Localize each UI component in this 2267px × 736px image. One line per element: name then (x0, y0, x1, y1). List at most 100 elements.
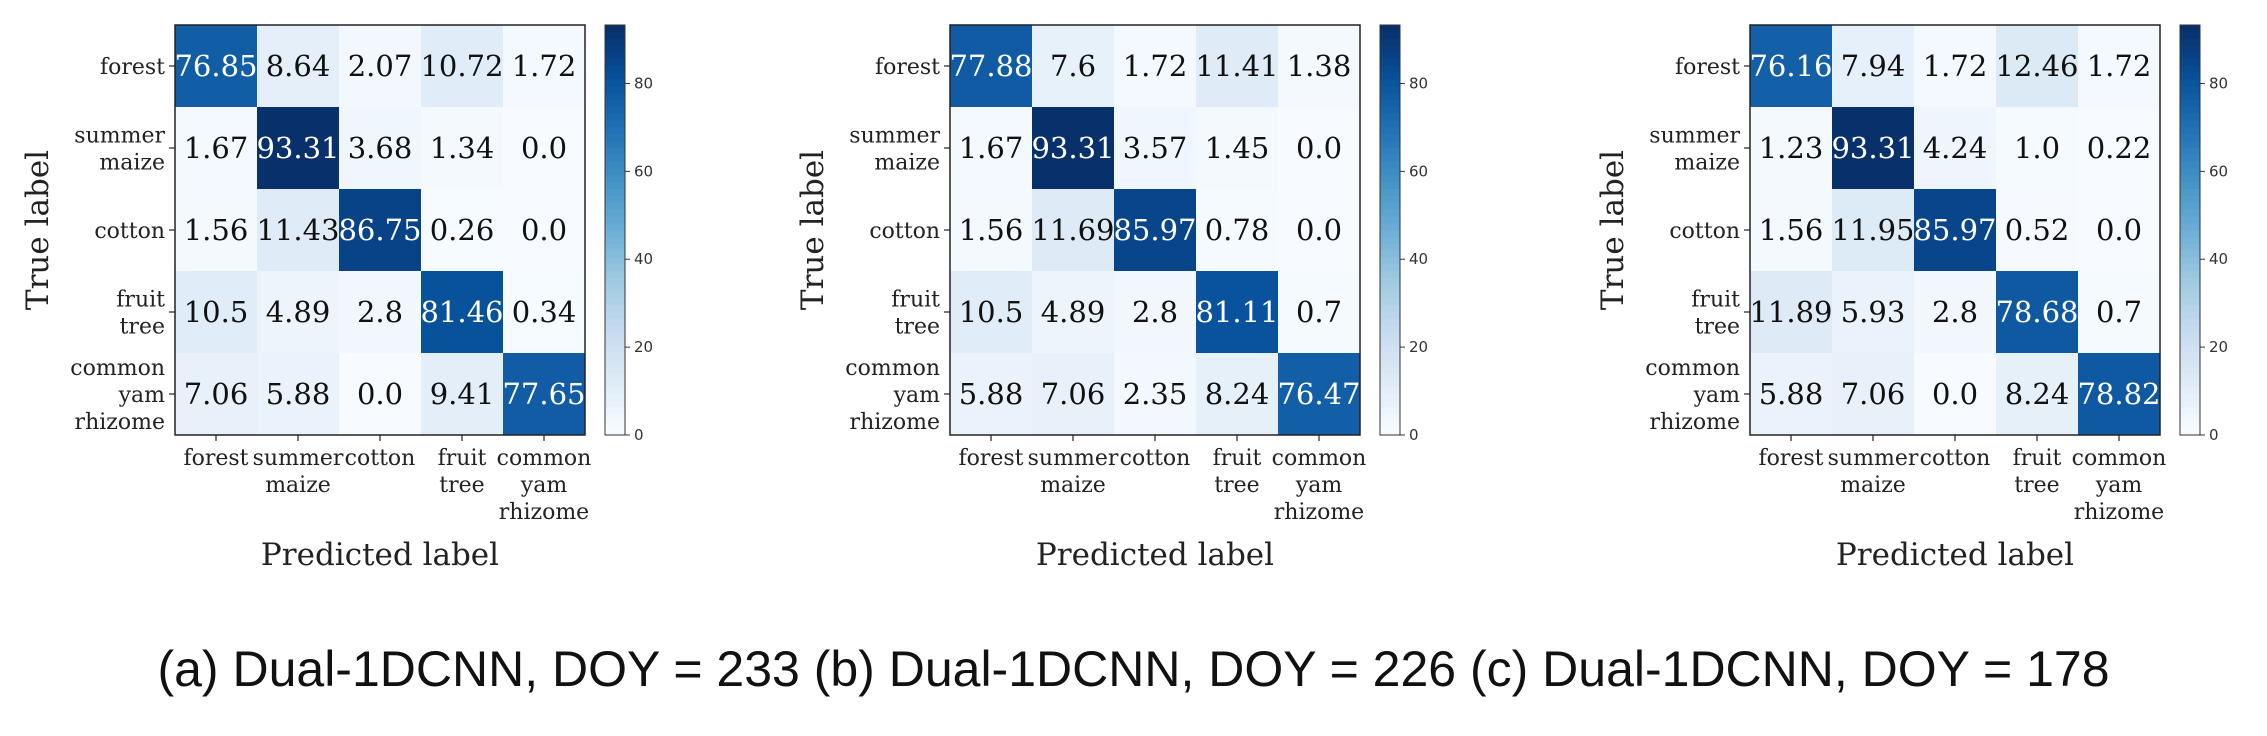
colorbar-segment (2180, 107, 2200, 115)
colorbar-segment (2180, 168, 2200, 176)
colorbar-segment (605, 86, 625, 94)
cell-value-label: 81.11 (1195, 295, 1278, 329)
cell-value-label: 2.8 (1132, 295, 1178, 329)
colorbar-segment (1380, 373, 1400, 381)
colorbar-segment (2180, 271, 2200, 279)
colorbar-segment (2180, 325, 2200, 334)
colorbar-segment (605, 141, 625, 149)
cell-value-label: 2.35 (1123, 377, 1188, 411)
colorbar-segment (2180, 45, 2200, 53)
colorbar-segment (1380, 202, 1400, 211)
cell-value-label: 0.7 (2096, 295, 2142, 329)
colorbar-segment (2180, 182, 2200, 190)
x-tick-label: summer maize (253, 446, 344, 498)
cell-value-label: 1.23 (1759, 131, 1824, 165)
colorbar-tick-label: 80 (1409, 74, 1428, 92)
cell-value-label: 8.24 (2005, 377, 2070, 411)
heatmap-cell (1750, 353, 1832, 435)
colorbar-segment (605, 66, 625, 74)
heatmap-cell (1196, 25, 1278, 107)
heatmap-grid: 76.16 7.94 1.72 12.46 1.721.23 93.31 4.24 1.0 0.… (1749, 24, 2161, 436)
colorbar-segment (1380, 72, 1400, 81)
colorbar-segment (2180, 52, 2200, 60)
colorbar-tick-label: 20 (2209, 338, 2228, 356)
colorbar-segment (2180, 230, 2200, 238)
colorbar-segment (1380, 25, 1400, 33)
colorbar-segment (2180, 100, 2200, 108)
colorbar-segment (2180, 209, 2200, 217)
cell-value-label: 0.0 (2096, 213, 2142, 247)
colorbar: 0 20 40 60 80 (1379, 24, 1428, 444)
cell-value-label: 5.88 (1759, 377, 1824, 411)
colorbar-segment (2180, 66, 2200, 74)
heatmap-cell (339, 25, 421, 107)
x-tick-label: fruit tree (438, 446, 487, 498)
cell-value-label: 4.24 (1923, 131, 1988, 165)
cell-value-label: 7.06 (184, 377, 249, 411)
colorbar-segment (605, 325, 625, 334)
colorbar-segment (605, 230, 625, 238)
heatmap-cell (175, 189, 257, 271)
colorbar-segment (1380, 182, 1400, 190)
cell-value-label: 7.94 (1841, 49, 1906, 83)
colorbar-segment (2180, 31, 2200, 40)
colorbar-segment (1380, 79, 1400, 88)
colorbar-segment (1380, 346, 1400, 354)
colorbar-segment (1380, 45, 1400, 53)
heatmap-cell (1114, 189, 1196, 271)
heatmap-cell (1914, 271, 1996, 353)
colorbar-tick-label: 20 (634, 338, 653, 356)
heatmap-cell (1032, 25, 1114, 107)
cell-value-label: 0.26 (430, 213, 495, 247)
colorbar-tick-label: 20 (1409, 338, 1428, 356)
colorbar-segment (1380, 148, 1400, 156)
colorbar-segment (1380, 223, 1400, 231)
colorbar-segment (605, 209, 625, 217)
cell-value-label: 3.57 (1123, 131, 1188, 165)
cell-value-label: 5.88 (266, 377, 331, 411)
heatmap-cell (257, 107, 339, 189)
colorbar-segment (1380, 141, 1400, 149)
colorbar-frame (2179, 24, 2201, 436)
colorbar-segment (605, 332, 625, 340)
colorbar-segment (1380, 86, 1400, 94)
heatmap-cell (1750, 107, 1832, 189)
colorbar-segment (2180, 332, 2200, 340)
colorbar-segment (2180, 216, 2200, 224)
heatmap-cell (421, 107, 503, 189)
colorbar-segment (1380, 120, 1400, 129)
colorbar-segment (2180, 236, 2200, 245)
colorbar-segment (605, 45, 625, 53)
cell-value-label: 12.46 (1995, 49, 2078, 83)
cell-value-label: 8.64 (266, 49, 331, 83)
y-tick-label: fruit tree (1691, 288, 1740, 340)
colorbar-segment (1380, 264, 1400, 272)
heatmap-cell (2078, 107, 2160, 189)
heatmap-cell (2078, 189, 2160, 271)
colorbar-segment (605, 414, 625, 422)
colorbar-segment (605, 79, 625, 88)
colorbar-segment (1380, 339, 1400, 347)
cell-value-label: 10.72 (420, 49, 503, 83)
colorbar-segment (2180, 243, 2200, 252)
colorbar-segment (2180, 366, 2200, 375)
colorbar-tick-label: 80 (634, 74, 653, 92)
heatmap-cell (1914, 107, 1996, 189)
x-tick-label: common yam rhizome (1272, 446, 1367, 525)
x-tick-label: cotton (1920, 446, 1991, 471)
colorbar-segment (1380, 38, 1400, 47)
colorbar-segment (605, 421, 625, 429)
colorbar-segment (1380, 380, 1400, 388)
colorbar-segment (1380, 195, 1400, 204)
colorbar-segment (2180, 93, 2200, 101)
colorbar-segment (605, 380, 625, 388)
colorbar-tick-label: 0 (634, 426, 644, 444)
colorbar-segment (1380, 168, 1400, 176)
colorbar-segment (605, 271, 625, 279)
cell-value-label: 0.0 (521, 213, 567, 247)
colorbar-segment (2180, 141, 2200, 149)
cell-value-label: 2.07 (348, 49, 413, 83)
colorbar-segment (605, 305, 625, 313)
colorbar-segment (2180, 318, 2200, 327)
heatmap-cell (1196, 353, 1278, 435)
